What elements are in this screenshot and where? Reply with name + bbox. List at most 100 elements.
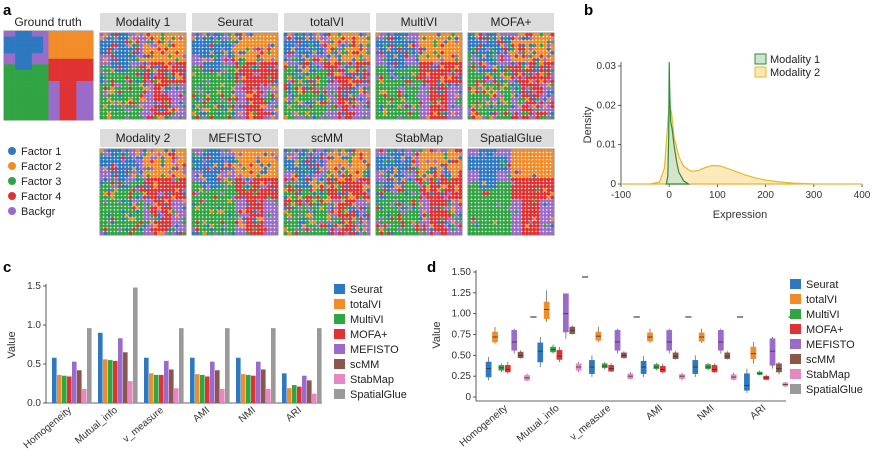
spot bbox=[334, 104, 338, 109]
spot bbox=[142, 199, 147, 203]
spot bbox=[220, 152, 225, 157]
spot bbox=[160, 217, 165, 221]
spot bbox=[500, 43, 504, 48]
spot bbox=[234, 54, 239, 59]
spot bbox=[217, 40, 221, 44]
spot bbox=[352, 72, 356, 77]
spot bbox=[139, 58, 144, 62]
spot bbox=[42, 108, 49, 115]
spot bbox=[263, 202, 268, 207]
spot bbox=[323, 111, 328, 116]
spot bbox=[110, 202, 115, 207]
spot bbox=[202, 104, 207, 109]
spot bbox=[117, 36, 122, 41]
spot bbox=[283, 72, 288, 77]
spot bbox=[507, 111, 512, 116]
spot bbox=[31, 64, 38, 71]
spot bbox=[319, 54, 324, 59]
spot bbox=[182, 159, 187, 164]
spot bbox=[128, 61, 133, 66]
spot bbox=[305, 199, 310, 203]
spot bbox=[287, 83, 292, 87]
spot bbox=[301, 202, 306, 207]
spot bbox=[146, 101, 151, 105]
spot bbox=[150, 191, 154, 196]
spot bbox=[546, 97, 551, 102]
spot bbox=[31, 108, 38, 115]
spot bbox=[326, 32, 331, 37]
spot bbox=[59, 92, 66, 99]
spot bbox=[202, 101, 207, 105]
spot bbox=[117, 61, 122, 66]
spot bbox=[121, 47, 126, 51]
spot bbox=[220, 68, 225, 73]
spot bbox=[99, 181, 104, 185]
spot bbox=[242, 54, 246, 59]
spot bbox=[355, 206, 360, 210]
spot bbox=[142, 191, 147, 196]
spot bbox=[536, 36, 540, 41]
spot bbox=[316, 195, 320, 200]
spot bbox=[546, 115, 551, 120]
spot bbox=[234, 202, 239, 207]
spot bbox=[238, 174, 243, 178]
spot bbox=[426, 104, 430, 109]
spot bbox=[110, 191, 115, 196]
spot bbox=[125, 75, 129, 80]
spot bbox=[252, 202, 257, 207]
spot bbox=[309, 166, 313, 171]
spot bbox=[348, 79, 353, 84]
spot bbox=[415, 40, 420, 44]
spot bbox=[125, 32, 129, 37]
spot bbox=[294, 148, 299, 153]
spot bbox=[298, 152, 302, 157]
spot bbox=[323, 181, 328, 185]
spot bbox=[135, 90, 140, 94]
spot bbox=[383, 104, 387, 109]
spot bbox=[234, 97, 239, 102]
spot bbox=[270, 174, 275, 178]
spot bbox=[334, 177, 338, 182]
spot bbox=[503, 43, 508, 48]
spot bbox=[121, 177, 126, 182]
spot bbox=[110, 68, 115, 73]
spot bbox=[294, 224, 299, 228]
spot bbox=[99, 191, 104, 196]
spot bbox=[359, 43, 363, 48]
spot bbox=[444, 111, 448, 116]
spot bbox=[4, 53, 10, 60]
spot bbox=[411, 61, 416, 66]
spot bbox=[375, 54, 380, 59]
spot bbox=[305, 97, 310, 102]
spot bbox=[209, 231, 214, 236]
spot bbox=[274, 159, 279, 164]
tile-map bbox=[99, 148, 187, 236]
spot bbox=[160, 115, 165, 120]
spot bbox=[546, 50, 551, 55]
spot bbox=[341, 231, 345, 236]
spot bbox=[478, 86, 483, 91]
spot bbox=[326, 61, 331, 66]
spot bbox=[139, 65, 144, 69]
spot bbox=[114, 86, 118, 91]
spot bbox=[330, 174, 335, 178]
spot bbox=[287, 54, 292, 59]
spot bbox=[543, 47, 547, 51]
spot bbox=[195, 174, 200, 178]
spot bbox=[362, 90, 367, 94]
spot bbox=[128, 79, 133, 84]
spot bbox=[319, 83, 324, 87]
spot bbox=[485, 90, 490, 94]
spot bbox=[164, 61, 169, 66]
spot bbox=[366, 181, 371, 185]
spot bbox=[195, 79, 200, 84]
spot bbox=[99, 159, 104, 164]
spot bbox=[178, 152, 183, 157]
spot bbox=[359, 101, 363, 105]
spot bbox=[274, 72, 279, 77]
spot bbox=[110, 72, 115, 77]
spot bbox=[146, 43, 151, 48]
spot bbox=[195, 177, 200, 182]
spot bbox=[270, 156, 275, 160]
